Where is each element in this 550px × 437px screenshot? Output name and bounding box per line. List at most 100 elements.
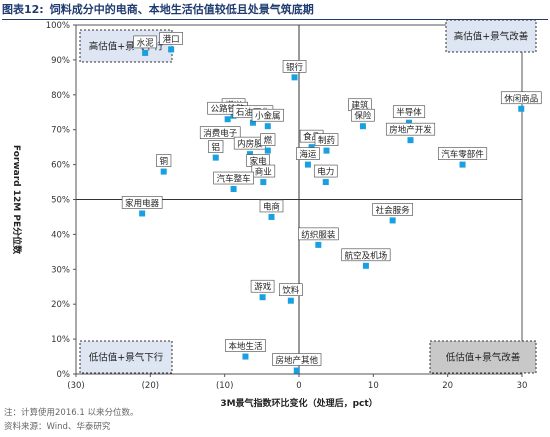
data-point — [224, 116, 231, 123]
data-point — [242, 353, 249, 360]
data-label: 公路铁路 — [211, 104, 246, 115]
data-label-box — [208, 140, 224, 153]
data-label: 电商 — [263, 201, 280, 212]
data-label-box — [341, 248, 391, 262]
y-tick-label: 30% — [51, 265, 70, 275]
quadrant-box-top-right — [445, 19, 537, 53]
data-label-box — [296, 147, 320, 160]
data-label: 建筑 — [351, 100, 369, 111]
data-label: 银行 — [286, 62, 304, 73]
data-point — [323, 147, 330, 154]
data-point — [362, 262, 369, 269]
data-label-box — [437, 147, 488, 160]
data-point — [291, 74, 298, 81]
data-label: 饮料 — [282, 285, 300, 296]
data-point — [389, 217, 396, 224]
y-tick-label: 10% — [51, 335, 70, 345]
x-tick-label: (30) — [67, 381, 84, 391]
data-point — [518, 105, 525, 112]
data-label-box — [372, 203, 413, 216]
y-tick-label: 80% — [51, 91, 70, 101]
x-tick-label: 20 — [442, 381, 453, 391]
data-point — [168, 46, 175, 53]
data-point — [407, 137, 414, 144]
data-point — [264, 123, 271, 130]
data-label-box — [351, 108, 375, 122]
data-label-box — [298, 227, 339, 241]
data-label-box — [156, 154, 172, 167]
data-label: 社会服务 — [376, 205, 411, 216]
data-label: 汽车零部件 — [441, 149, 484, 160]
y-axis-label: Forward 12M PE分位数 — [11, 145, 23, 255]
data-label: 食品 — [303, 132, 320, 143]
data-label-box — [121, 196, 163, 209]
figure-title-bar: 图表12: 饲料成分中的电商、本地生活估值较低且处景气筑底期 — [2, 2, 548, 20]
data-point — [287, 297, 294, 304]
data-label-box — [259, 199, 284, 213]
footnote-note: 注：计算使用2016.1 以来分位数。 — [4, 408, 139, 418]
data-label-box — [159, 32, 183, 45]
figure-number: 图表12: — [2, 3, 44, 16]
data-label: 房地产开发 — [389, 125, 432, 136]
data-label-box — [392, 105, 426, 119]
data-point — [212, 154, 219, 161]
data-label-box — [260, 133, 276, 146]
data-label: 港口 — [163, 34, 180, 45]
data-label-box — [213, 171, 254, 185]
data-label: 保险 — [354, 111, 372, 122]
data-point — [230, 186, 237, 193]
data-point — [160, 168, 167, 175]
y-tick-label: 50% — [51, 196, 70, 206]
data-point — [459, 161, 466, 168]
data-label: 消费电子 — [203, 128, 238, 139]
data-label: 内房股 — [237, 139, 263, 150]
quadrant-label-bottom-right: 低估值+景气改善 — [446, 352, 521, 364]
data-label-box — [199, 126, 241, 139]
data-label-box — [250, 279, 275, 293]
data-point — [142, 49, 149, 56]
data-label: 房地产其他 — [276, 355, 319, 366]
data-label-box — [251, 164, 276, 178]
data-label: 水泥 — [137, 37, 155, 48]
data-label: 家电 — [250, 156, 268, 167]
data-label: 海运 — [299, 149, 317, 160]
data-point — [304, 161, 311, 168]
data-label-box — [385, 122, 436, 136]
data-label: 燃 — [264, 135, 273, 146]
data-label-box — [272, 353, 322, 366]
data-label: 纺织服装 — [301, 229, 336, 240]
x-tick-label: 10 — [368, 381, 379, 391]
data-point — [308, 144, 315, 151]
data-label: 半导体 — [396, 107, 422, 118]
data-label: 本地生活 — [228, 341, 263, 352]
data-label: 铝 — [211, 142, 220, 153]
data-label: 铜 — [159, 156, 168, 167]
data-point — [315, 241, 322, 248]
x-tick-label: (20) — [142, 381, 159, 391]
y-tick-label: 70% — [51, 126, 70, 136]
data-label-box — [282, 60, 307, 73]
x-axis-label: 3M景气指数环比变化（处理后，pct） — [220, 397, 377, 409]
data-label: 家用电器 — [125, 198, 160, 209]
data-point — [264, 147, 271, 154]
figure-title: 饲料成分中的电商、本地生活估值较低且处景气筑底期 — [49, 3, 314, 16]
data-label: 休闲商品 — [504, 93, 538, 104]
x-tick-label: (10) — [216, 381, 233, 391]
data-point — [406, 119, 413, 126]
quadrant-label-top-right: 高估值+景气改善 — [454, 31, 529, 43]
footnote-source: 资料来源：Wind、华泰研究 — [4, 422, 111, 432]
data-point — [249, 119, 256, 126]
data-point — [139, 210, 146, 217]
x-tick-label: 0 — [296, 381, 301, 391]
data-label-box — [500, 91, 542, 105]
data-label-box — [133, 35, 157, 49]
data-point — [259, 294, 266, 301]
data-label-box — [225, 339, 266, 352]
quadrant-label-bottom-left: 低估值+景气下行 — [89, 352, 164, 364]
data-label: 商业 — [255, 167, 272, 178]
data-point — [260, 179, 267, 186]
data-label: 游戏 — [254, 282, 272, 293]
data-label: 制药 — [318, 135, 335, 146]
data-label-box — [279, 283, 303, 297]
data-point — [359, 123, 366, 130]
